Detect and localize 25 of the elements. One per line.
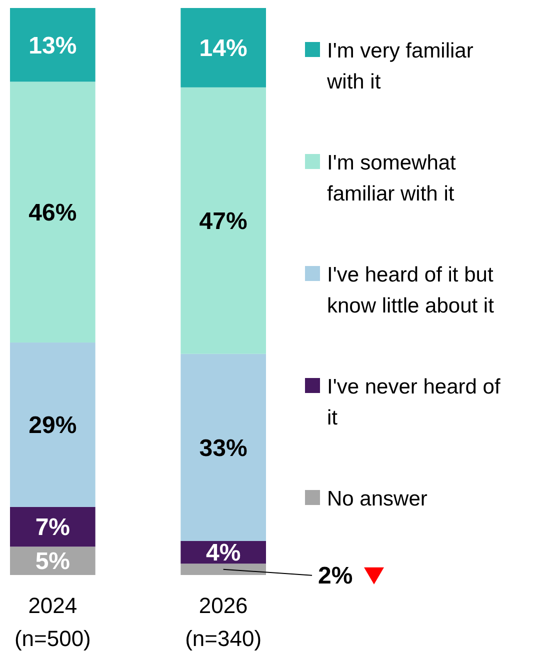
bar bbox=[180, 87, 266, 354]
legend-label: I'm somewhat familiar with it bbox=[327, 151, 456, 206]
legend-label: No answer bbox=[327, 487, 428, 510]
bar bbox=[180, 8, 266, 88]
bar bbox=[10, 8, 96, 82]
data-label: 13% bbox=[28, 32, 77, 60]
x-tick-label: 2024 (n=500) bbox=[14, 593, 91, 651]
x-tick-label: 2026 (n=340) bbox=[185, 593, 262, 651]
data-label: 33% bbox=[199, 434, 248, 462]
legend-label: I've never heard of it bbox=[327, 375, 500, 430]
data-label: 4% bbox=[206, 540, 241, 567]
bar bbox=[10, 82, 96, 343]
bar bbox=[180, 354, 266, 541]
bar bbox=[180, 564, 266, 575]
legend-label: I'm very familiar with it bbox=[326, 39, 474, 94]
data-label: 47% bbox=[199, 208, 248, 236]
data-label: 46% bbox=[28, 200, 77, 227]
data-label: 2% bbox=[318, 562, 353, 590]
data-label: 29% bbox=[28, 412, 77, 440]
data-label: 7% bbox=[35, 514, 70, 542]
bar bbox=[10, 506, 96, 547]
data-label: 14% bbox=[199, 35, 248, 62]
data-label: 5% bbox=[35, 548, 70, 576]
legend-label: I've heard of it but know little about it bbox=[327, 263, 494, 318]
bar bbox=[10, 342, 96, 507]
